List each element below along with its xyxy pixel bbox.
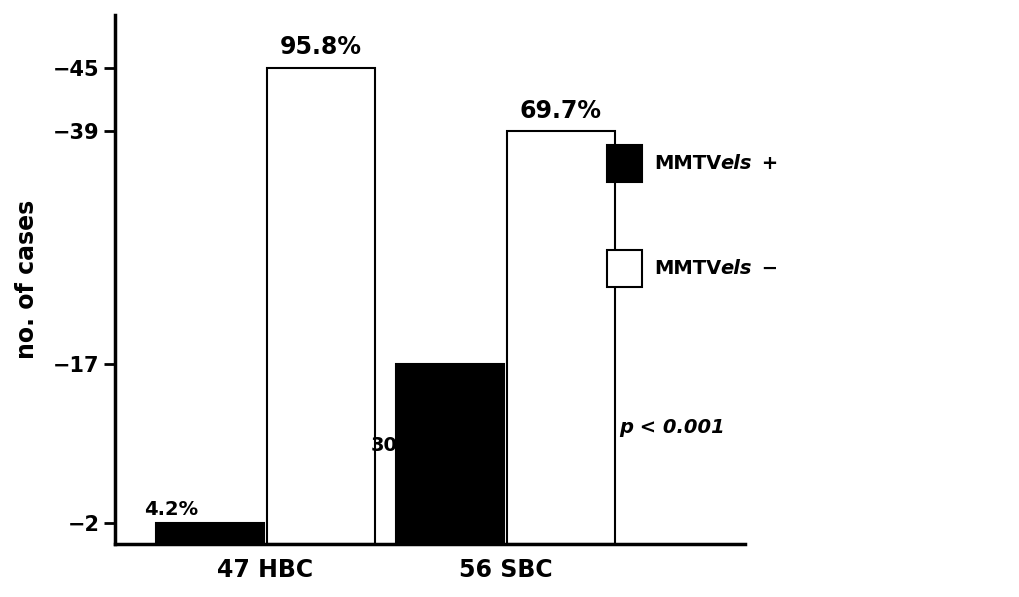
Y-axis label: no. of cases: no. of cases	[15, 200, 39, 359]
Bar	[395, 364, 503, 544]
Text: −: −	[754, 260, 777, 278]
Text: 4.2%: 4.2%	[144, 500, 198, 519]
Text: MMTV: MMTV	[653, 260, 720, 278]
Text: 30.3%: 30.3%	[370, 436, 437, 455]
Bar	[156, 523, 264, 544]
Text: MMTV: MMTV	[653, 153, 720, 173]
Text: 69.7%: 69.7%	[520, 99, 601, 123]
Bar	[506, 131, 614, 544]
FancyBboxPatch shape	[606, 251, 641, 288]
Text: els: els	[719, 153, 751, 173]
FancyBboxPatch shape	[606, 144, 641, 181]
Bar	[267, 68, 375, 544]
Text: +: +	[754, 153, 777, 173]
Text: els: els	[719, 260, 751, 278]
Text: p < 0.001: p < 0.001	[619, 418, 725, 437]
Text: 95.8%: 95.8%	[279, 35, 362, 60]
